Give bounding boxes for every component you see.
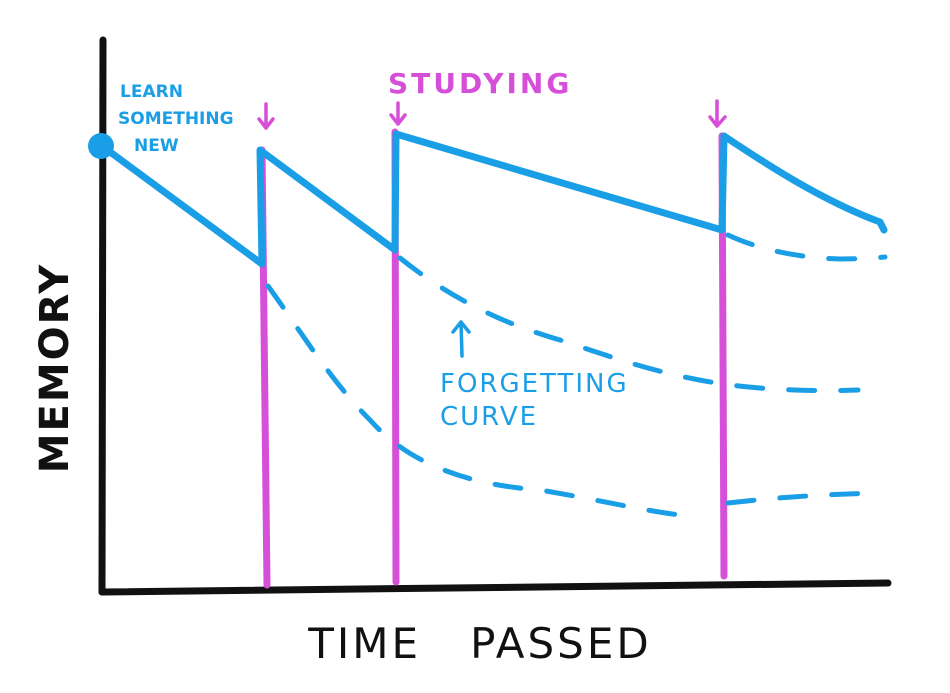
forgetting-label: FORGETTING CURVE	[440, 369, 629, 432]
learn-label-line2: SOMETHING	[118, 109, 234, 129]
studying-label: STUDYING	[388, 67, 572, 100]
memory-line	[98, 130, 888, 268]
forgetting-label-line1: FORGETTING	[440, 369, 629, 399]
study-arrow-2	[389, 101, 407, 126]
forgetting-pointer-arrow	[451, 320, 471, 358]
study-arrow-1	[257, 102, 275, 130]
learn-start-dot	[88, 133, 114, 159]
memory-sawtooth	[98, 130, 888, 268]
y-axis	[98, 36, 107, 596]
forgetting-curves	[265, 232, 888, 518]
learn-label-line3: NEW	[134, 136, 179, 156]
forgetting-curve-2	[397, 255, 861, 394]
forgetting-curve-3	[725, 232, 888, 262]
study-arrows	[257, 99, 727, 130]
forgetting-curve-1	[265, 283, 683, 518]
forgetting-label-line2: CURVE	[440, 402, 538, 432]
x-axis	[98, 579, 892, 596]
y-axis-label: MEMORY	[32, 263, 78, 474]
forgetting-curve-4	[725, 490, 883, 506]
learn-label: LEARN SOMETHING NEW	[118, 82, 234, 156]
study-arrow-3	[708, 99, 727, 128]
learn-label-line1: LEARN	[120, 82, 183, 102]
x-axis-label: TIME PASSED	[307, 619, 651, 668]
axes	[98, 36, 892, 596]
